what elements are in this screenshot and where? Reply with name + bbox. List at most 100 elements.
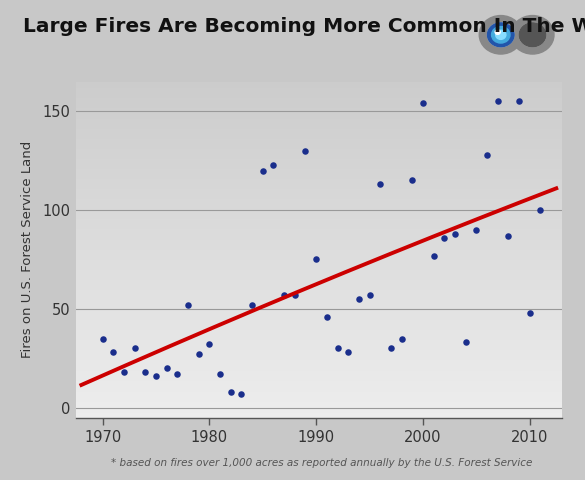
Bar [76,268,562,270]
Bar [76,105,562,107]
Bar [76,218,562,219]
Bar [76,95,562,97]
Bar [76,305,562,307]
Bar [76,213,562,214]
Bar [76,261,562,263]
Bar [76,389,562,391]
Bar [76,364,562,366]
Bar [76,272,562,273]
Point [290,291,300,299]
Point [141,368,150,376]
Bar [76,129,562,131]
Bar [76,221,562,223]
Bar [76,360,562,362]
Bar [76,176,562,178]
Point [98,335,108,342]
Bar [76,253,562,254]
Bar [76,204,562,206]
Bar [76,180,562,182]
Bar [76,246,562,248]
Bar [76,192,562,194]
Bar [76,236,562,238]
Bar [76,145,562,147]
Bar [76,139,562,140]
Bar [76,278,562,280]
Point [269,161,278,168]
Bar [76,319,562,320]
Point [418,99,428,107]
Bar [76,309,562,310]
Bar [76,402,562,404]
Bar [76,409,562,411]
Bar [76,372,562,374]
Point [173,370,182,378]
Circle shape [495,30,500,35]
Bar [76,359,562,360]
Circle shape [495,30,506,39]
Bar [76,256,562,258]
Bar [76,290,562,291]
Point [397,335,406,342]
Bar [76,130,562,132]
Bar [76,379,562,381]
Point [322,313,332,321]
Bar [76,191,562,192]
Bar [76,104,562,105]
Bar [76,157,562,159]
Bar [76,125,562,127]
Bar [76,223,562,225]
Point [237,390,246,398]
Bar [76,330,562,332]
Bar [76,240,562,241]
Bar [76,162,562,164]
Bar [76,196,562,198]
Bar [76,186,562,187]
Bar [76,110,562,112]
Bar [76,299,562,300]
Bar [76,334,562,335]
Bar [76,241,562,243]
Bar [76,226,562,228]
Bar [76,397,562,399]
Point [365,291,374,299]
Bar [76,214,562,216]
Bar [76,164,562,166]
Bar [76,335,562,337]
Bar [76,266,562,268]
Bar [76,391,562,393]
Bar [76,377,562,379]
Bar [76,350,562,352]
Bar [76,276,562,278]
Bar [76,285,562,287]
Point [258,167,267,174]
Bar [76,119,562,120]
Bar [76,194,562,196]
Text: * based on fires over 1,000 acres as reported annually by the U.S. Forest Servic: * based on fires over 1,000 acres as rep… [111,458,532,468]
Bar [76,414,562,416]
Bar [76,325,562,327]
Bar [76,374,562,375]
Bar [76,329,562,330]
Bar [76,250,562,252]
Bar [76,280,562,281]
Bar [76,288,562,290]
Bar [76,324,562,325]
Bar [76,310,562,312]
Bar [76,115,562,117]
Bar [76,300,562,302]
Bar [76,394,562,396]
Bar [76,337,562,339]
Bar [76,352,562,354]
Bar [76,293,562,295]
Bar [76,254,562,256]
Bar [76,412,562,414]
Bar [76,219,562,221]
Bar [76,92,562,93]
Bar [76,362,562,364]
Bar [76,406,562,408]
Bar [76,297,562,298]
Bar [76,93,562,95]
Bar [76,231,562,233]
Bar [76,313,562,315]
Bar [76,170,562,172]
